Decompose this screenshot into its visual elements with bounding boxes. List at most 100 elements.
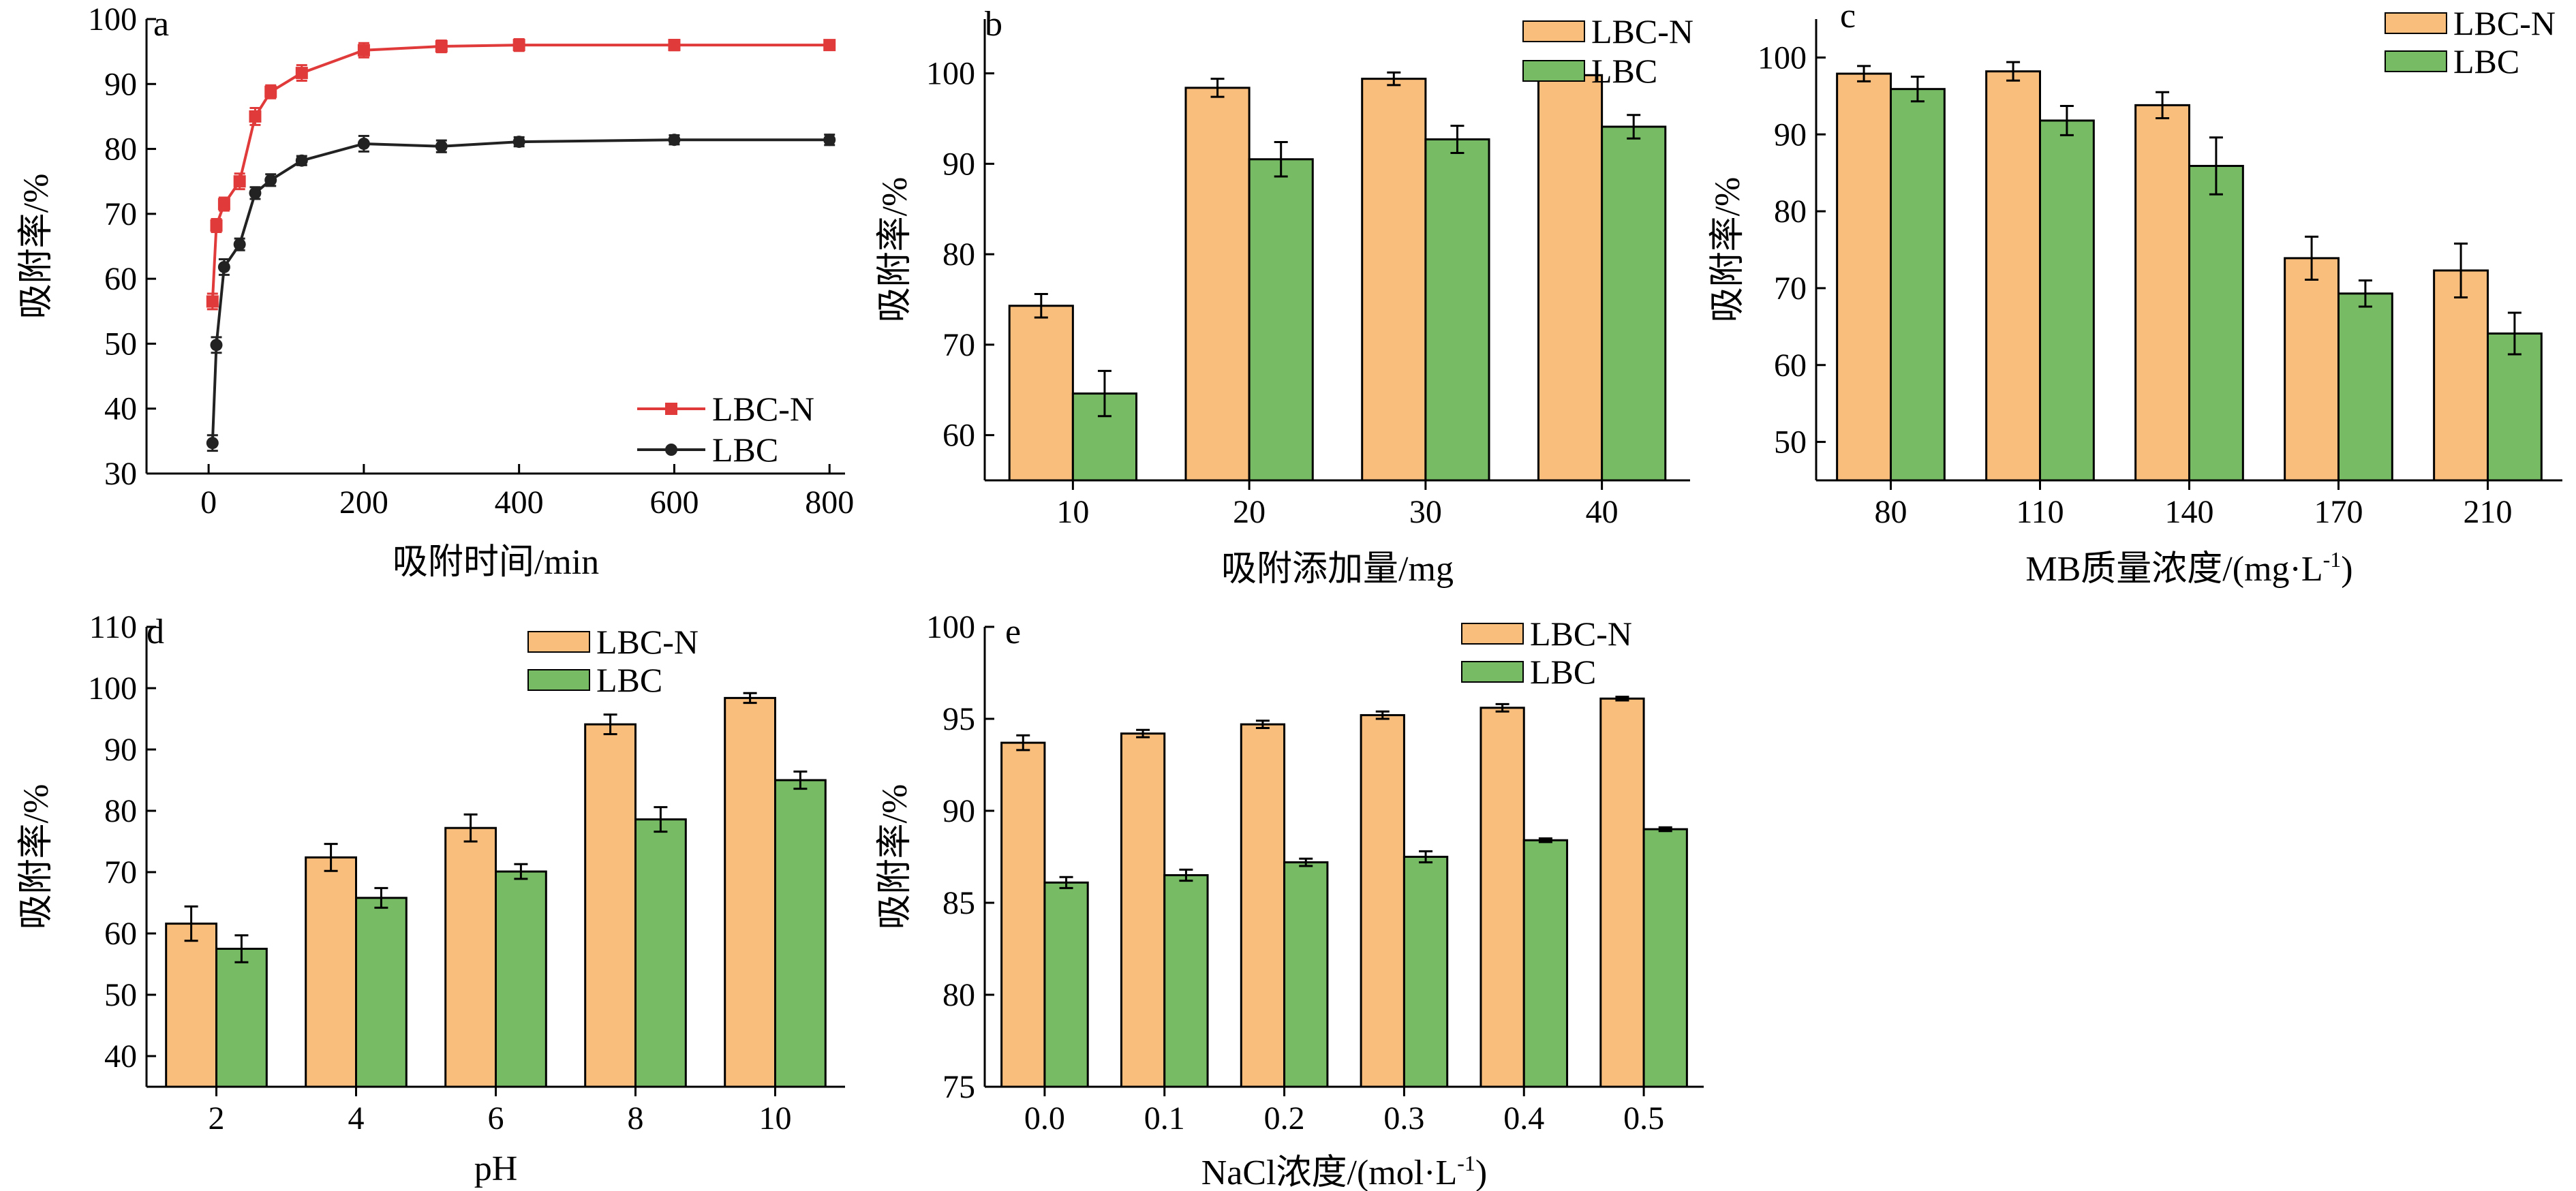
x-axis-label: pH — [474, 1149, 518, 1188]
data-point — [823, 134, 836, 146]
y-tick-label: 85 — [942, 885, 975, 921]
x-tick-label: 8 — [628, 1100, 644, 1136]
y-tick-label: 100 — [88, 670, 137, 707]
x-tick-label: 0.1 — [1144, 1100, 1185, 1136]
bar-lbc — [634, 818, 687, 1088]
x-axis-label-main: 吸附时间/min — [393, 543, 599, 582]
data-point — [264, 85, 277, 98]
legend-label: LBC-N — [596, 623, 699, 661]
data-point — [249, 110, 262, 123]
bar-lbc — [1248, 158, 1314, 482]
x-tick-label: 0.5 — [1623, 1100, 1664, 1136]
x-tick-label: 30 — [1409, 494, 1442, 530]
data-point — [206, 295, 219, 308]
data-point — [233, 175, 246, 188]
bar-lbc — [1642, 828, 1688, 1088]
bar-lbc-n — [1120, 732, 1166, 1088]
y-tick-label: 70 — [942, 327, 975, 363]
x-tick-label: 0.0 — [1024, 1100, 1065, 1136]
y-tick-label: 40 — [104, 1038, 137, 1074]
x-axis-label-tail: ) — [1475, 1154, 1487, 1191]
x-tick-label: 0.3 — [1383, 1100, 1424, 1136]
bar-lbc-n — [1240, 723, 1286, 1088]
x-axis-label: 吸附时间/min — [393, 543, 599, 582]
data-point — [206, 437, 219, 450]
legend-label: LBC — [1591, 52, 1657, 90]
data-point — [357, 44, 370, 57]
bar-lbc-n — [2134, 104, 2190, 482]
data-point — [357, 137, 370, 150]
bar-lbc-n — [1479, 707, 1525, 1088]
y-axis-label: 吸附率/% — [876, 177, 915, 323]
data-point — [233, 238, 246, 251]
y-tick-label: 90 — [104, 66, 137, 102]
bar-lbc — [1402, 856, 1449, 1088]
bar-lbc-n — [1537, 74, 1604, 482]
y-tick-label: 90 — [942, 793, 975, 829]
x-tick-label: 110 — [2016, 494, 2064, 530]
bar-lbc — [1890, 88, 1946, 482]
y-tick-label: 60 — [104, 916, 137, 952]
legend-swatch — [1461, 661, 1524, 683]
y-tick-label: 70 — [104, 196, 137, 232]
data-point — [295, 154, 308, 167]
bar-lbc — [774, 779, 827, 1088]
x-tick-label: 0.2 — [1264, 1100, 1305, 1136]
y-axis-label: 吸附率/% — [17, 174, 56, 320]
bar-lbc-n — [2284, 257, 2340, 482]
bar-lbc-n — [1000, 741, 1046, 1088]
bar-lbc-n — [724, 696, 776, 1088]
y-tick-label: 100 — [88, 1, 137, 37]
legend-swatch — [527, 631, 590, 653]
data-point — [435, 140, 448, 153]
x-tick-label: 2 — [209, 1100, 225, 1136]
y-tick-label: 80 — [104, 793, 137, 829]
data-point — [249, 187, 262, 200]
y-tick-label: 110 — [89, 609, 137, 645]
bar-lbc — [2188, 165, 2244, 482]
bar-lbc — [1601, 125, 1667, 482]
x-axis-label-sup: -1 — [1457, 1151, 1475, 1175]
data-point — [668, 134, 681, 146]
data-point — [512, 39, 525, 52]
data-point — [217, 198, 230, 211]
series-line-lbc — [211, 138, 830, 444]
legend-swatch — [2385, 12, 2447, 34]
x-axis-label-tail: ) — [2341, 550, 2352, 589]
data-point — [264, 174, 277, 187]
y-tick-label: 50 — [1774, 424, 1807, 461]
bar-lbc-n — [165, 923, 217, 1088]
data-point — [217, 260, 230, 273]
legend-swatch — [2385, 50, 2447, 72]
bar-lbc — [355, 897, 408, 1088]
bar-lbc-n — [444, 826, 497, 1088]
y-tick-label: 80 — [942, 977, 975, 1013]
legend-label: LBC-N — [1530, 615, 1632, 653]
x-axis-label-sup: -1 — [2323, 547, 2342, 572]
panel-letter-c: c — [1840, 0, 1856, 35]
y-tick-label: 60 — [104, 261, 137, 297]
y-tick-label: 60 — [942, 418, 975, 454]
x-axis-label: 吸附添加量/mg — [1221, 550, 1454, 589]
y-tick-label: 70 — [104, 854, 137, 891]
data-point — [295, 67, 308, 80]
chart-a: 30 40 50 60 70 80 90 100 a 吸附率/% 吸附时间/min 0 200 400 60… — [17, 1, 854, 582]
bar-lbc — [1043, 881, 1089, 1088]
x-tick-label: 20 — [1233, 494, 1266, 530]
x-axis-label-main: pH — [474, 1149, 518, 1188]
panel-letter-e: e — [1005, 613, 1021, 651]
y-tick-label: 30 — [104, 456, 137, 492]
legend-label: LBC — [2453, 42, 2519, 80]
chart-b: 60 70 80 90 100 b 吸附率/% 吸附添加量/mg 10 20 30 40 LBC-NLB… — [876, 5, 1693, 589]
x-tick-label: 0 — [200, 484, 217, 521]
legend-marker — [665, 403, 677, 415]
legend-swatch — [527, 669, 590, 691]
bar-lbc-n — [305, 856, 358, 1088]
y-tick-label: 90 — [104, 732, 137, 768]
legend-swatch — [1522, 60, 1585, 82]
legend-swatch — [1522, 20, 1585, 42]
x-tick-label: 6 — [488, 1100, 504, 1136]
legend-marker — [665, 444, 677, 456]
data-point — [210, 339, 223, 352]
